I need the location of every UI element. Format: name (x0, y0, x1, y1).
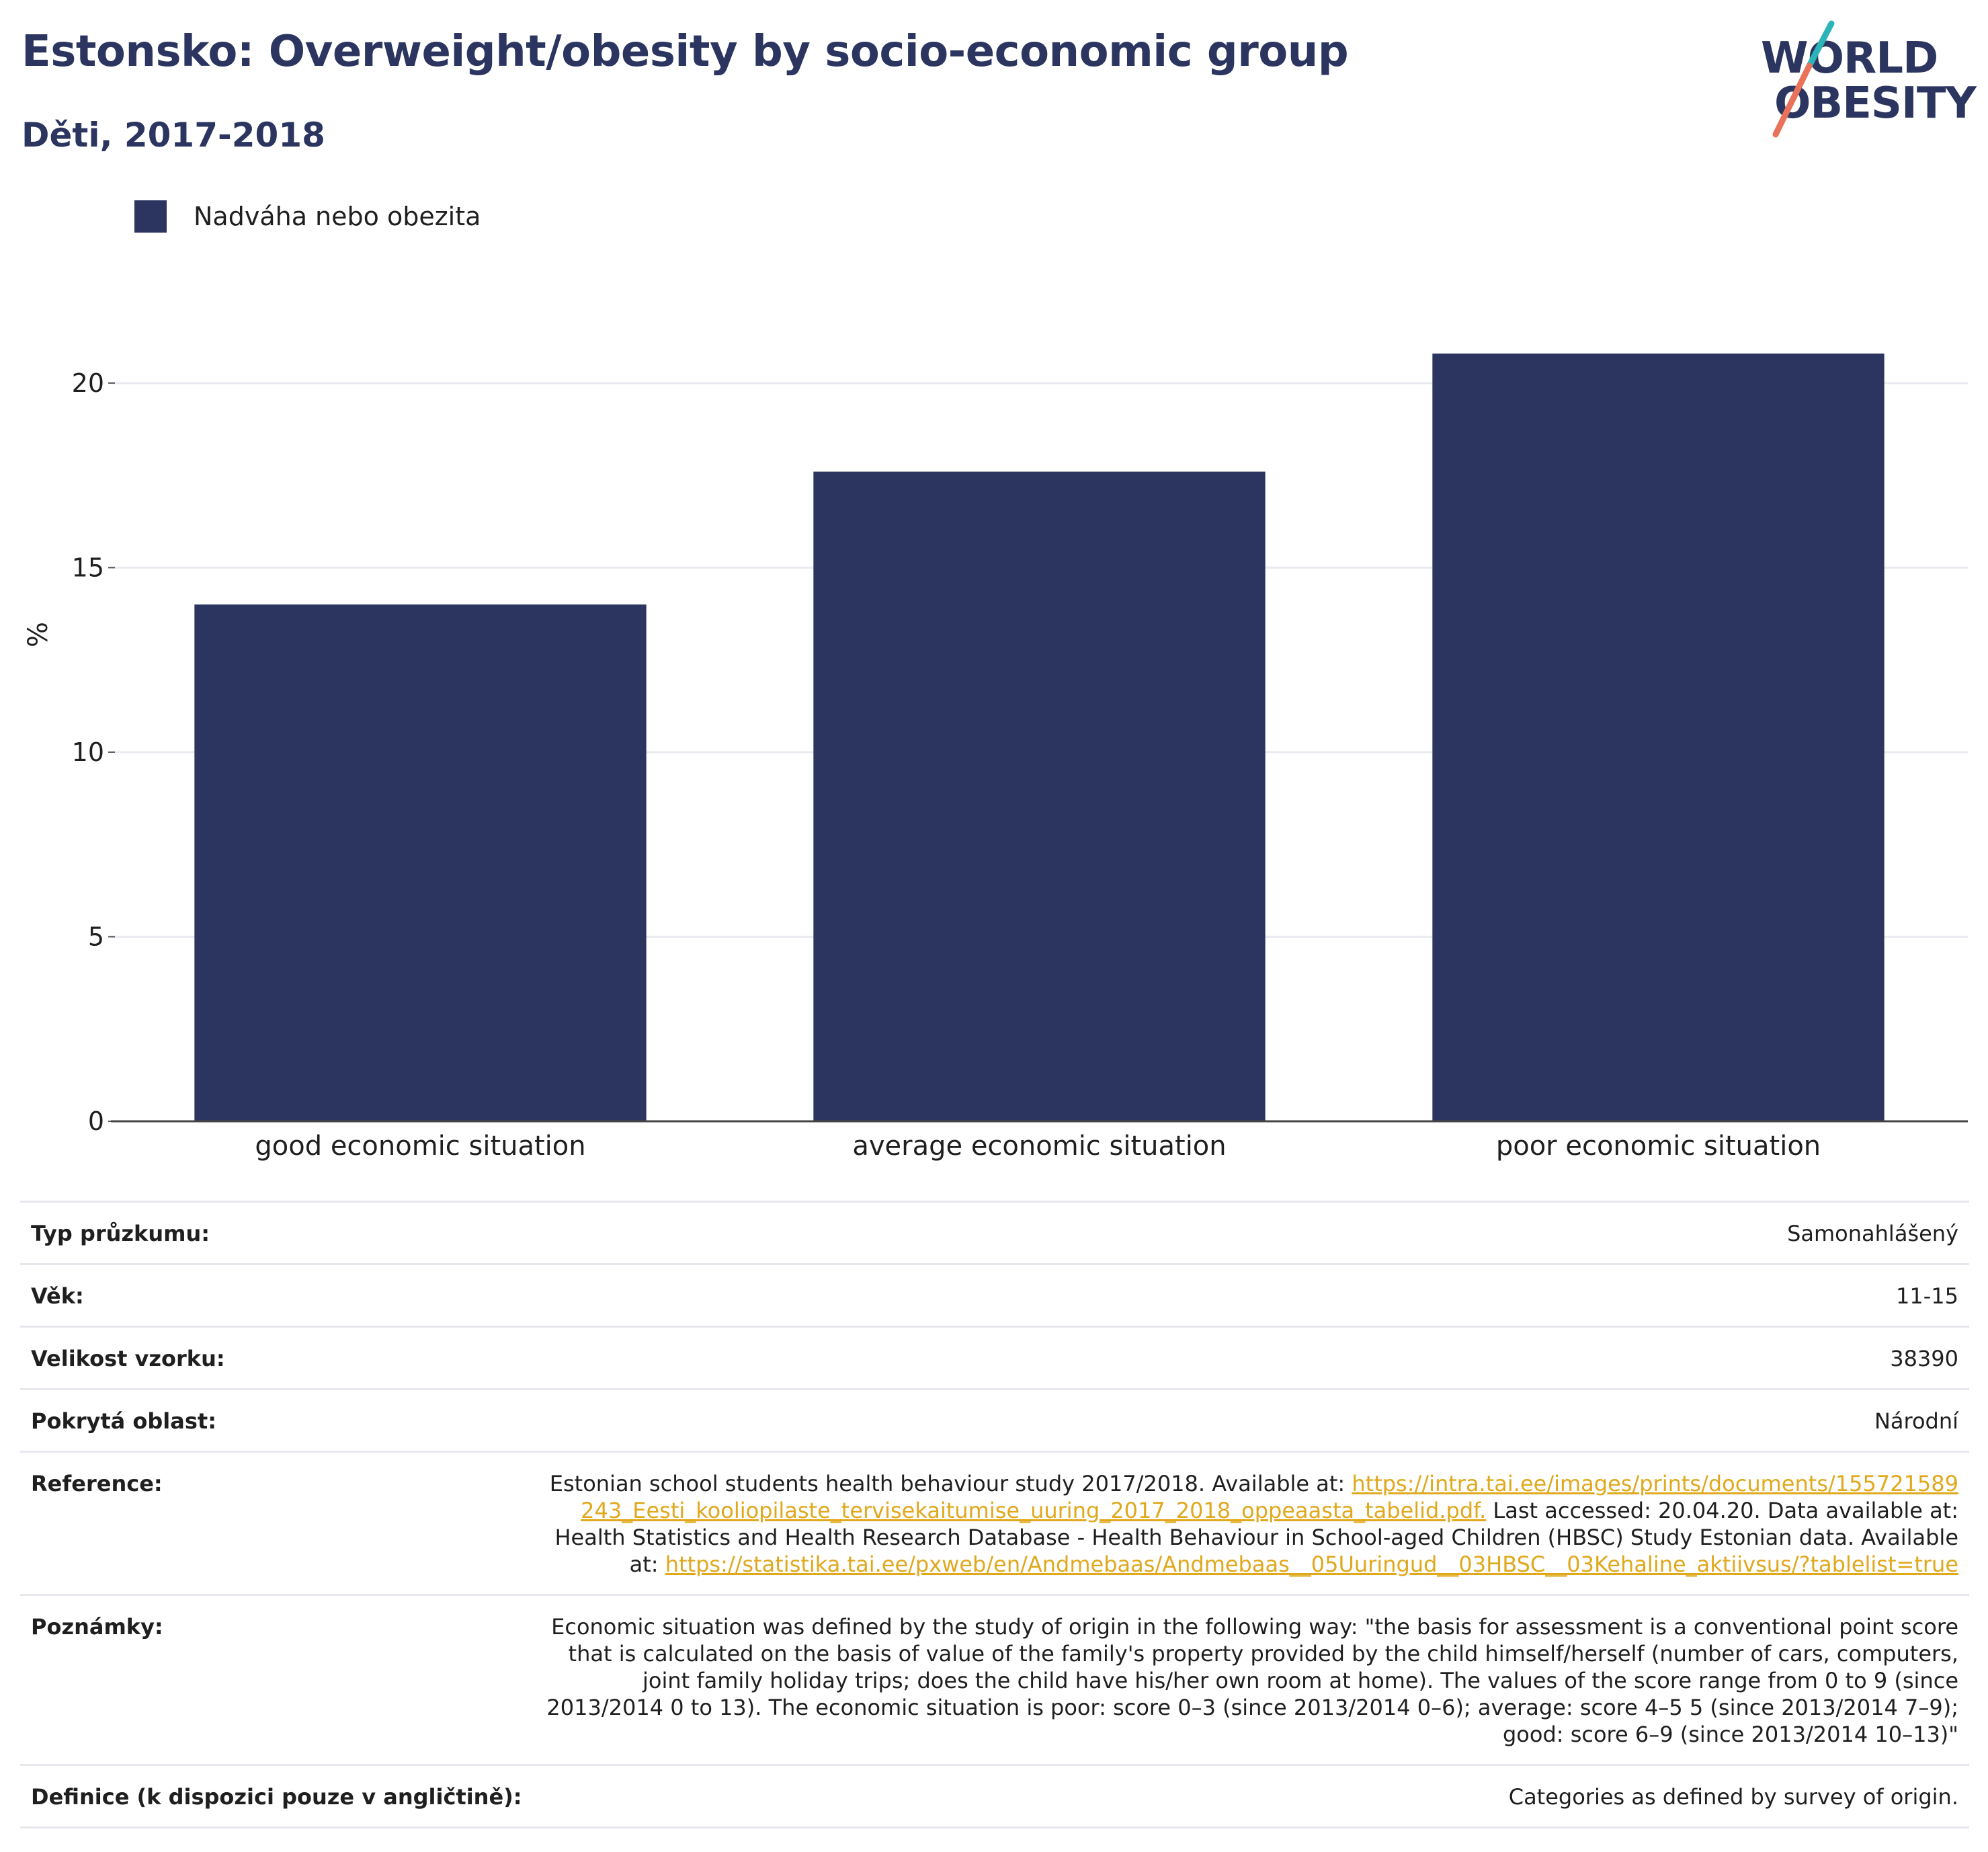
chart-legend: Nadváha nebo obezita (134, 200, 481, 233)
legend-swatch (134, 200, 167, 233)
page-title: Estonsko: Overweight/obesity by socio-ec… (22, 27, 1349, 77)
bar-chart: 0 5 10 15 20% good economic situation average … (23, 353, 1968, 1162)
notes-value: Economic situation was defined by the st… (532, 1594, 1969, 1765)
meta-key: Věk: (20, 1263, 533, 1327)
meta-row-definitions: Definice (k dispozici pouze v angličtině… (20, 1764, 1969, 1828)
meta-row-sample-size: Velikost vzorku: 38390 (20, 1326, 1969, 1390)
page-subtitle: Děti, 2017-2018 (22, 116, 325, 155)
definitions-value: Categories as defined by survey of origi… (532, 1764, 1969, 1828)
meta-row-survey-type: Typ průzkumu: Samonahlášený (20, 1201, 1969, 1264)
y-tick-label: 20 (72, 368, 104, 398)
meta-row-area-covered: Pokrytá oblast: Národní (20, 1388, 1969, 1452)
survey-metadata-table: Typ průzkumu: Samonahlášený Věk: 11-15 V… (20, 1201, 1969, 1828)
bar (813, 471, 1266, 1121)
reference-link-2[interactable]: https://statistika.tai.ee/pxweb/en/Andme… (665, 1552, 1958, 1577)
bar (194, 604, 647, 1121)
meta-value: Samonahlášený (532, 1201, 1969, 1264)
y-tick-label: 15 (72, 553, 104, 582)
logo-line-2: OBESITY (1774, 79, 1977, 128)
meta-value: 38390 (532, 1326, 1969, 1390)
meta-value: 11-15 (532, 1263, 1969, 1327)
y-axis-label: % (23, 622, 54, 647)
legend-label: Nadváha nebo obezita (194, 202, 481, 231)
reference-text-1: Estonian school students health behaviou… (549, 1471, 1345, 1496)
meta-value: Národní (532, 1388, 1969, 1452)
reference-text-2: Last accessed: 20.04.20. Data available … (554, 1498, 1958, 1577)
meta-key: Pokrytá oblast: (20, 1388, 533, 1452)
y-tick-label: 0 (88, 1106, 104, 1136)
meta-key: Poznámky: (20, 1594, 533, 1765)
y-tick-label: 10 (72, 737, 104, 767)
reference-link-1[interactable]: https://intra.tai.ee/images/prints/docum… (581, 1471, 1958, 1523)
meta-key: Velikost vzorku: (20, 1326, 533, 1390)
meta-row-age: Věk: 11-15 (20, 1263, 1969, 1327)
meta-key: Definice (k dispozici pouze v angličtině… (20, 1764, 533, 1828)
x-tick-label: poor economic situation (1496, 1131, 1821, 1162)
bar (1432, 353, 1885, 1122)
x-tick-label: good economic situation (255, 1131, 585, 1162)
logo-line-1: WORLD (1761, 34, 1938, 83)
meta-row-notes: Poznámky: Economic situation was defined… (20, 1594, 1969, 1765)
meta-row-reference: Reference: Estonian school students heal… (20, 1451, 1969, 1595)
logo-slash-icon (1772, 20, 1835, 138)
x-tick-label: average economic situation (852, 1131, 1226, 1162)
meta-key: Reference: (20, 1451, 533, 1595)
y-tick-label: 5 (88, 922, 104, 951)
meta-key: Typ průzkumu: (20, 1201, 533, 1264)
reference-value: Estonian school students health behaviou… (532, 1451, 1969, 1595)
world-obesity-logo: WORLD OBESITY (1747, 20, 1977, 141)
